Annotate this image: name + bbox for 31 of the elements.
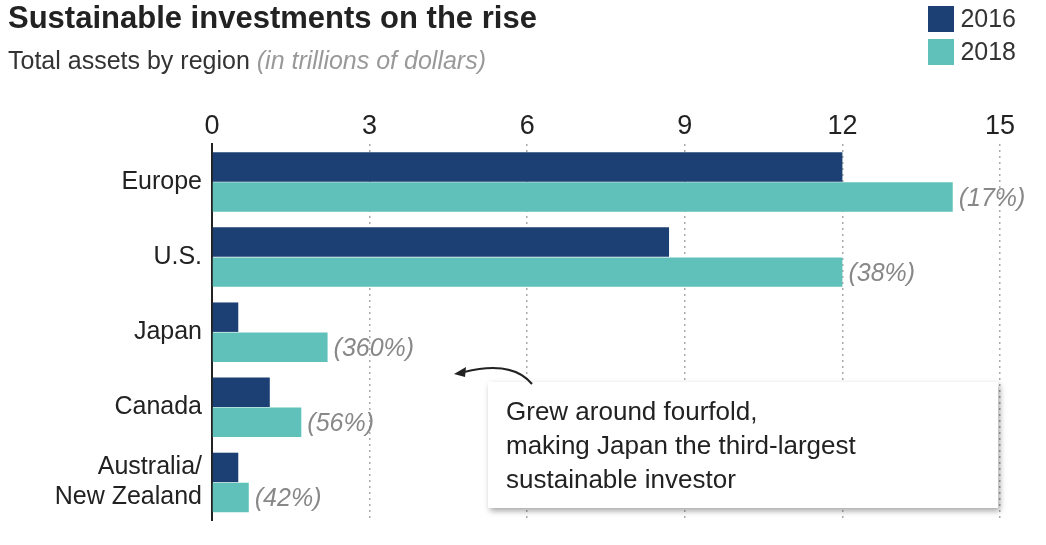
annotation: (42%): [254, 483, 322, 512]
bar: [212, 257, 843, 287]
y-tick-label: Canada: [114, 391, 203, 420]
bar: [212, 377, 270, 408]
chart-title: Sustainable investments on the rise: [8, 0, 537, 36]
bar: [212, 332, 328, 362]
annotation: (56%): [307, 408, 374, 437]
x-tick-label: 12: [827, 109, 858, 140]
bar: [212, 452, 239, 483]
y-tick-label: Japan: [133, 316, 202, 345]
y-tick-label: Europe: [121, 165, 202, 194]
bar: [212, 482, 249, 513]
x-tick-label: 15: [984, 109, 1016, 140]
legend-label: 2016: [959, 4, 1016, 33]
annotation: (360%): [333, 333, 415, 362]
x-tick-label: 0: [204, 109, 220, 140]
bar: [212, 407, 302, 438]
x-tick-label: 9: [677, 109, 693, 140]
x-tick-label: 3: [362, 109, 378, 140]
y-tick-label: Australia/ New Zealand: [54, 451, 203, 510]
bar: [212, 302, 239, 332]
y-tick-label: U.S.: [153, 240, 202, 269]
x-tick-label: 6: [519, 109, 535, 140]
bar: [212, 227, 670, 257]
legend-label: 2018: [959, 37, 1016, 66]
bar: [212, 152, 843, 182]
annotation: (17%): [958, 182, 1026, 211]
bar: [212, 182, 953, 212]
callout-box: Grew around fourfold, making Japan the third-largest sustainable investor: [488, 382, 998, 508]
annotation: (38%): [848, 258, 916, 287]
chart-subtitle: Total assets by region (in trillions of dollars): [8, 46, 486, 75]
